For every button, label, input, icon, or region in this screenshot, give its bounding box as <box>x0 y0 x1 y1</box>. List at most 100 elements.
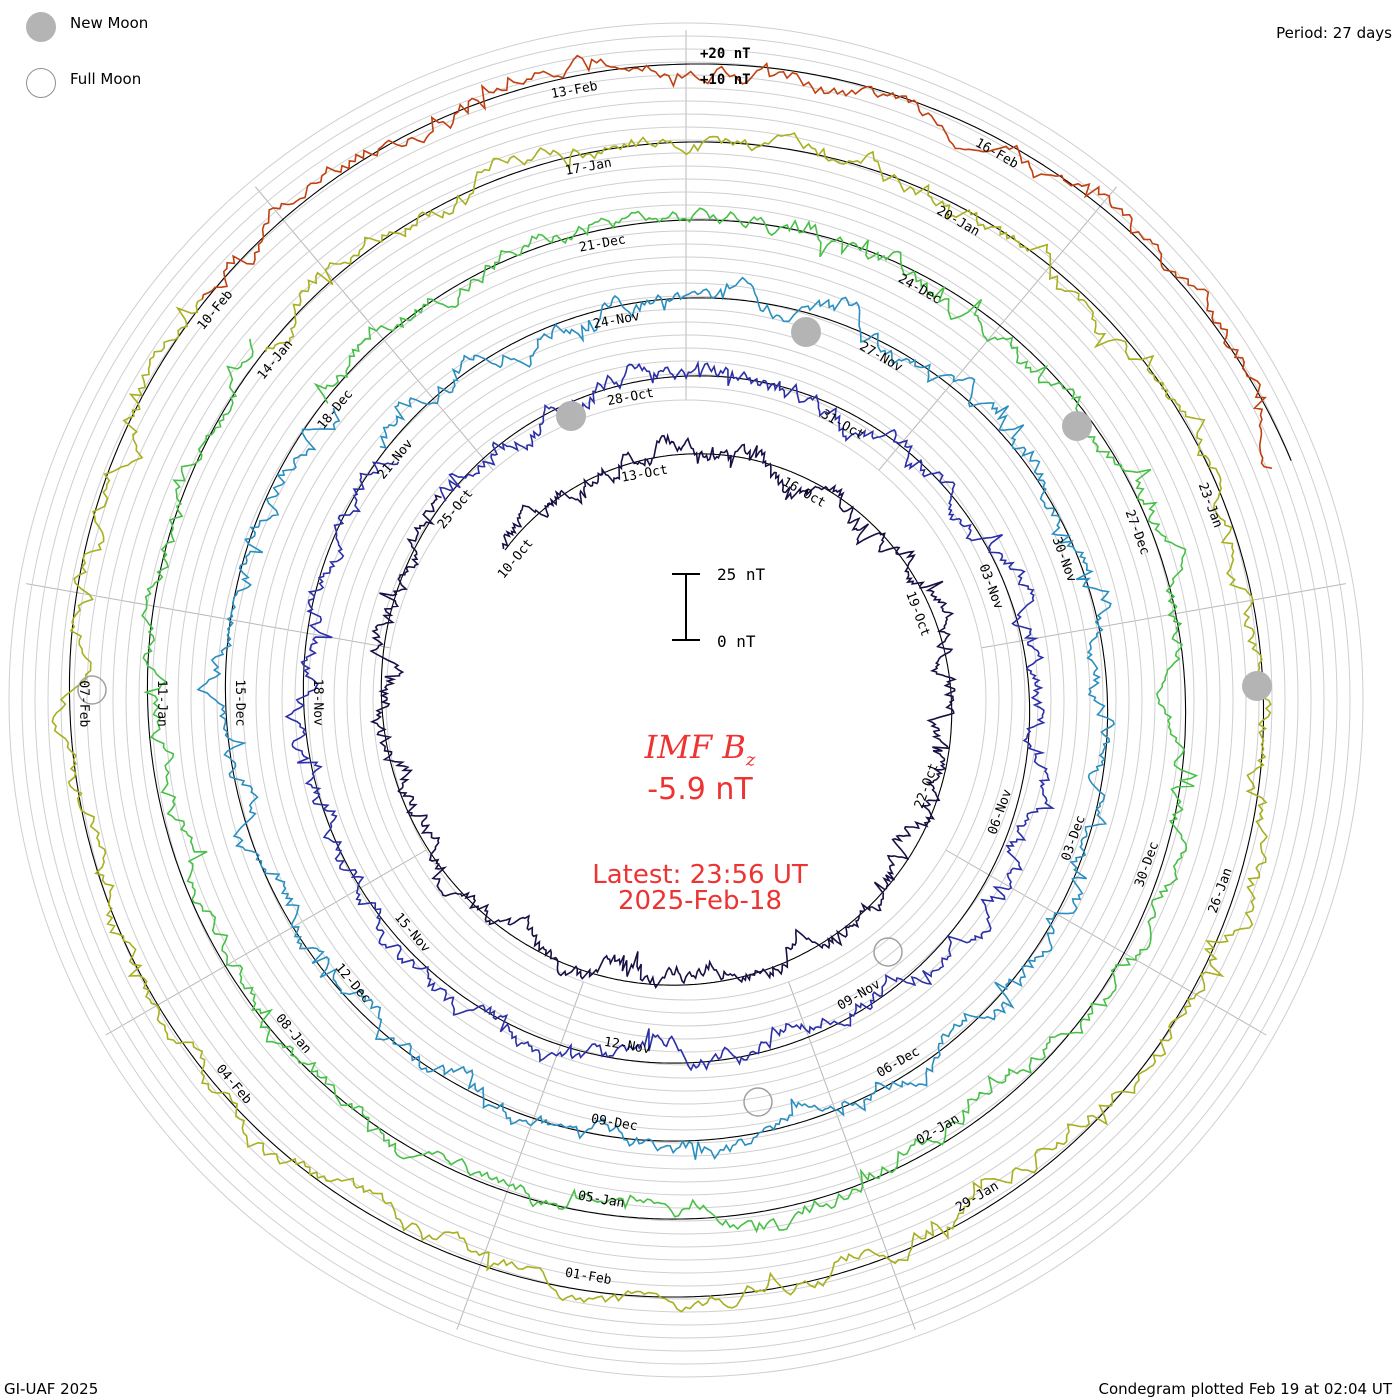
date-label: 16-Feb <box>972 136 1020 172</box>
date-label: 30-Nov <box>1049 535 1079 584</box>
parameter-title: IMF Bz <box>560 728 840 770</box>
reference-ring <box>294 308 1078 1092</box>
date-label: 12-Dec <box>332 961 374 1006</box>
date-label: 18-Nov <box>310 679 325 726</box>
new-moon-marker <box>556 401 586 431</box>
reference-ring <box>151 165 1221 1235</box>
date-label: 01-Feb <box>564 1265 613 1288</box>
date-label: 30-Dec <box>1132 840 1162 889</box>
date-label: 11-Jan <box>154 680 169 727</box>
spoke-line <box>945 849 1267 1036</box>
date-label: 05-Jan <box>577 1189 626 1212</box>
full-moon-marker <box>743 1087 773 1117</box>
spoke-line <box>105 849 427 1036</box>
date-label: 27-Dec <box>1122 508 1152 557</box>
reference-ring <box>307 321 1065 1079</box>
new-moon-icon <box>26 12 56 42</box>
reference-ring <box>268 282 1104 1118</box>
reference-ring <box>47 61 1325 1339</box>
current-value: -5.9 nT <box>647 772 753 807</box>
scale-marks: +20 nT +10 nT <box>700 46 751 88</box>
rotation-trace <box>141 207 1199 1234</box>
rotation-trace <box>51 132 1272 1313</box>
date-label: 07-Feb <box>76 680 91 727</box>
scale-mark-label: +10 nT <box>700 72 751 88</box>
date-label: 09-Nov <box>835 977 883 1014</box>
period-label: Period: 27 days <box>1276 24 1392 42</box>
new-moon-marker <box>791 317 821 347</box>
full-moon-icon <box>26 68 56 98</box>
date-label: 13-Oct <box>620 462 669 485</box>
date-label: 12-Nov <box>603 1035 652 1058</box>
moon-phase-markers <box>77 317 1272 1117</box>
reference-ring <box>21 35 1351 1365</box>
reference-ring <box>86 100 1286 1300</box>
date-label: 20-Jan <box>934 203 982 239</box>
new-moon-label: New Moon <box>70 14 149 32</box>
reference-ring <box>216 230 1156 1170</box>
bz-data-traces <box>51 54 1273 1313</box>
reference-ring <box>242 256 1130 1144</box>
new-moon-marker <box>1062 411 1092 441</box>
reference-ring <box>372 386 1000 1014</box>
scale-mark-label: +20 nT <box>700 46 751 62</box>
reference-ring <box>333 347 1039 1053</box>
credit-label: GI-UAF 2025 <box>4 1380 99 1398</box>
reference-ring <box>125 139 1247 1261</box>
date-label: 16-Oct <box>780 475 828 511</box>
spoke-line <box>254 186 494 471</box>
date-label: 10-Feb <box>195 287 237 333</box>
date-label: 15-Nov <box>391 910 433 956</box>
date-label: 15-Dec <box>232 679 247 726</box>
rotation-trace <box>284 360 1056 1072</box>
plotted-label: Condegram plotted Feb 19 at 02:04 UT <box>1098 1380 1392 1398</box>
new-moon-marker <box>1242 671 1272 701</box>
full-moon-marker <box>77 675 107 705</box>
scale-bar-top-label: 25 nT <box>717 565 766 584</box>
rotation-trace <box>201 54 1273 470</box>
spoke-line <box>788 981 916 1330</box>
parameter-subscript: z <box>745 749 756 771</box>
reference-ring <box>229 243 1143 1157</box>
reference-ring <box>255 269 1117 1131</box>
date-label: 27-Nov <box>857 339 905 375</box>
date-label: 09-Dec <box>590 1112 639 1135</box>
date-label: 19-Oct <box>902 589 932 638</box>
spoke-line <box>981 583 1346 649</box>
spoke-line <box>456 981 584 1330</box>
reference-ring <box>99 113 1273 1287</box>
spoke-line <box>878 186 1118 471</box>
full-moon-label: Full Moon <box>70 70 142 88</box>
reference-ring <box>34 48 1338 1352</box>
date-label: 25-Oct <box>435 486 476 532</box>
date-label: 26-Jan <box>1206 866 1236 915</box>
latest-time: Latest: 23:56 UT <box>592 860 808 890</box>
date-label: 06-Dec <box>874 1044 922 1081</box>
date-label: 18-Dec <box>315 387 356 433</box>
reference-ring <box>281 295 1091 1105</box>
reference-ring <box>138 152 1234 1248</box>
parameter-name: IMF B <box>644 728 746 766</box>
date-labels: 10-Oct13-Oct16-Oct19-Oct22-Oct25-Oct28-O… <box>76 79 1236 1288</box>
date-label: 04-Feb <box>213 1062 255 1108</box>
date-label: 22-Oct <box>912 761 942 810</box>
date-label: 10-Oct <box>495 536 536 582</box>
date-label: 21-Nov <box>375 437 417 483</box>
date-label: 31-Oct <box>818 407 866 443</box>
date-label: 06-Nov <box>985 787 1015 836</box>
date-label: 24-Dec <box>895 271 943 307</box>
date-label: 03-Nov <box>975 562 1005 611</box>
rotation-trace <box>369 432 957 990</box>
reference-ring <box>359 373 1013 1027</box>
reference-ring <box>320 334 1052 1066</box>
rotation-trace <box>196 276 1116 1160</box>
date-label: 29-Jan <box>953 1179 1001 1216</box>
reference-ring <box>203 217 1169 1183</box>
full-moon-marker <box>873 937 903 967</box>
scale-bar-bottom-label: 0 nT <box>717 632 756 651</box>
day-spokes <box>26 30 1346 1330</box>
baseline-path <box>68 63 1292 1298</box>
reference-ring <box>190 204 1182 1196</box>
scale-bar: 25 nT 0 nT <box>672 565 766 651</box>
